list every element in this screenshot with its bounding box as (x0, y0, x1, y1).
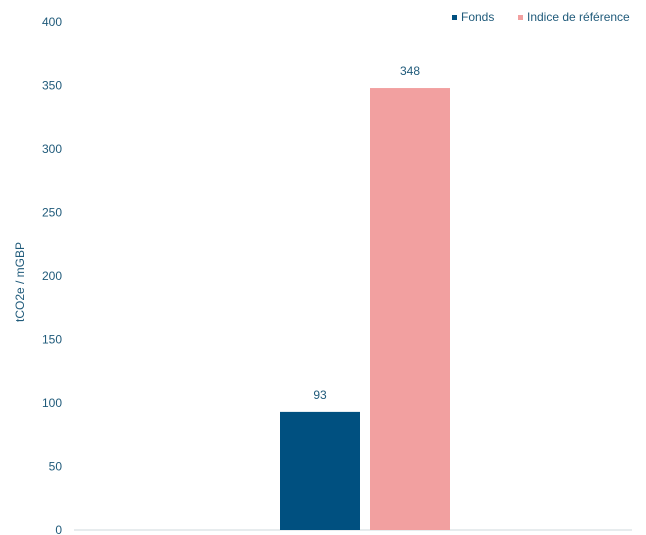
bar-fonds (280, 411, 360, 530)
y-tick-label: 300 (42, 142, 62, 156)
y-tick-label: 50 (49, 460, 63, 474)
y-tick-label: 100 (42, 396, 62, 410)
y-tick-label: 350 (42, 79, 62, 93)
legend-swatch (452, 15, 457, 20)
legend-swatch (518, 15, 523, 20)
y-axis-label: tCO2e / mGBP (13, 242, 27, 322)
legend: Fonds Indice de référence (452, 10, 630, 24)
y-axis-ticks: 0 50 100 150 200 250 300 350 400 (42, 15, 62, 535)
legend-label: Fonds (461, 10, 494, 24)
data-label: 93 (313, 388, 327, 402)
y-tick-label: 0 (55, 523, 62, 535)
y-tick-label: 250 (42, 206, 62, 220)
y-tick-label: 400 (42, 15, 62, 29)
bars: 93 348 (280, 64, 450, 530)
y-tick-label: 150 (42, 333, 62, 347)
bar-indice-de-r-f-rence (370, 88, 450, 530)
y-tick-label: 200 (42, 269, 62, 283)
data-label: 348 (400, 64, 420, 78)
legend-label: Indice de référence (527, 10, 630, 24)
